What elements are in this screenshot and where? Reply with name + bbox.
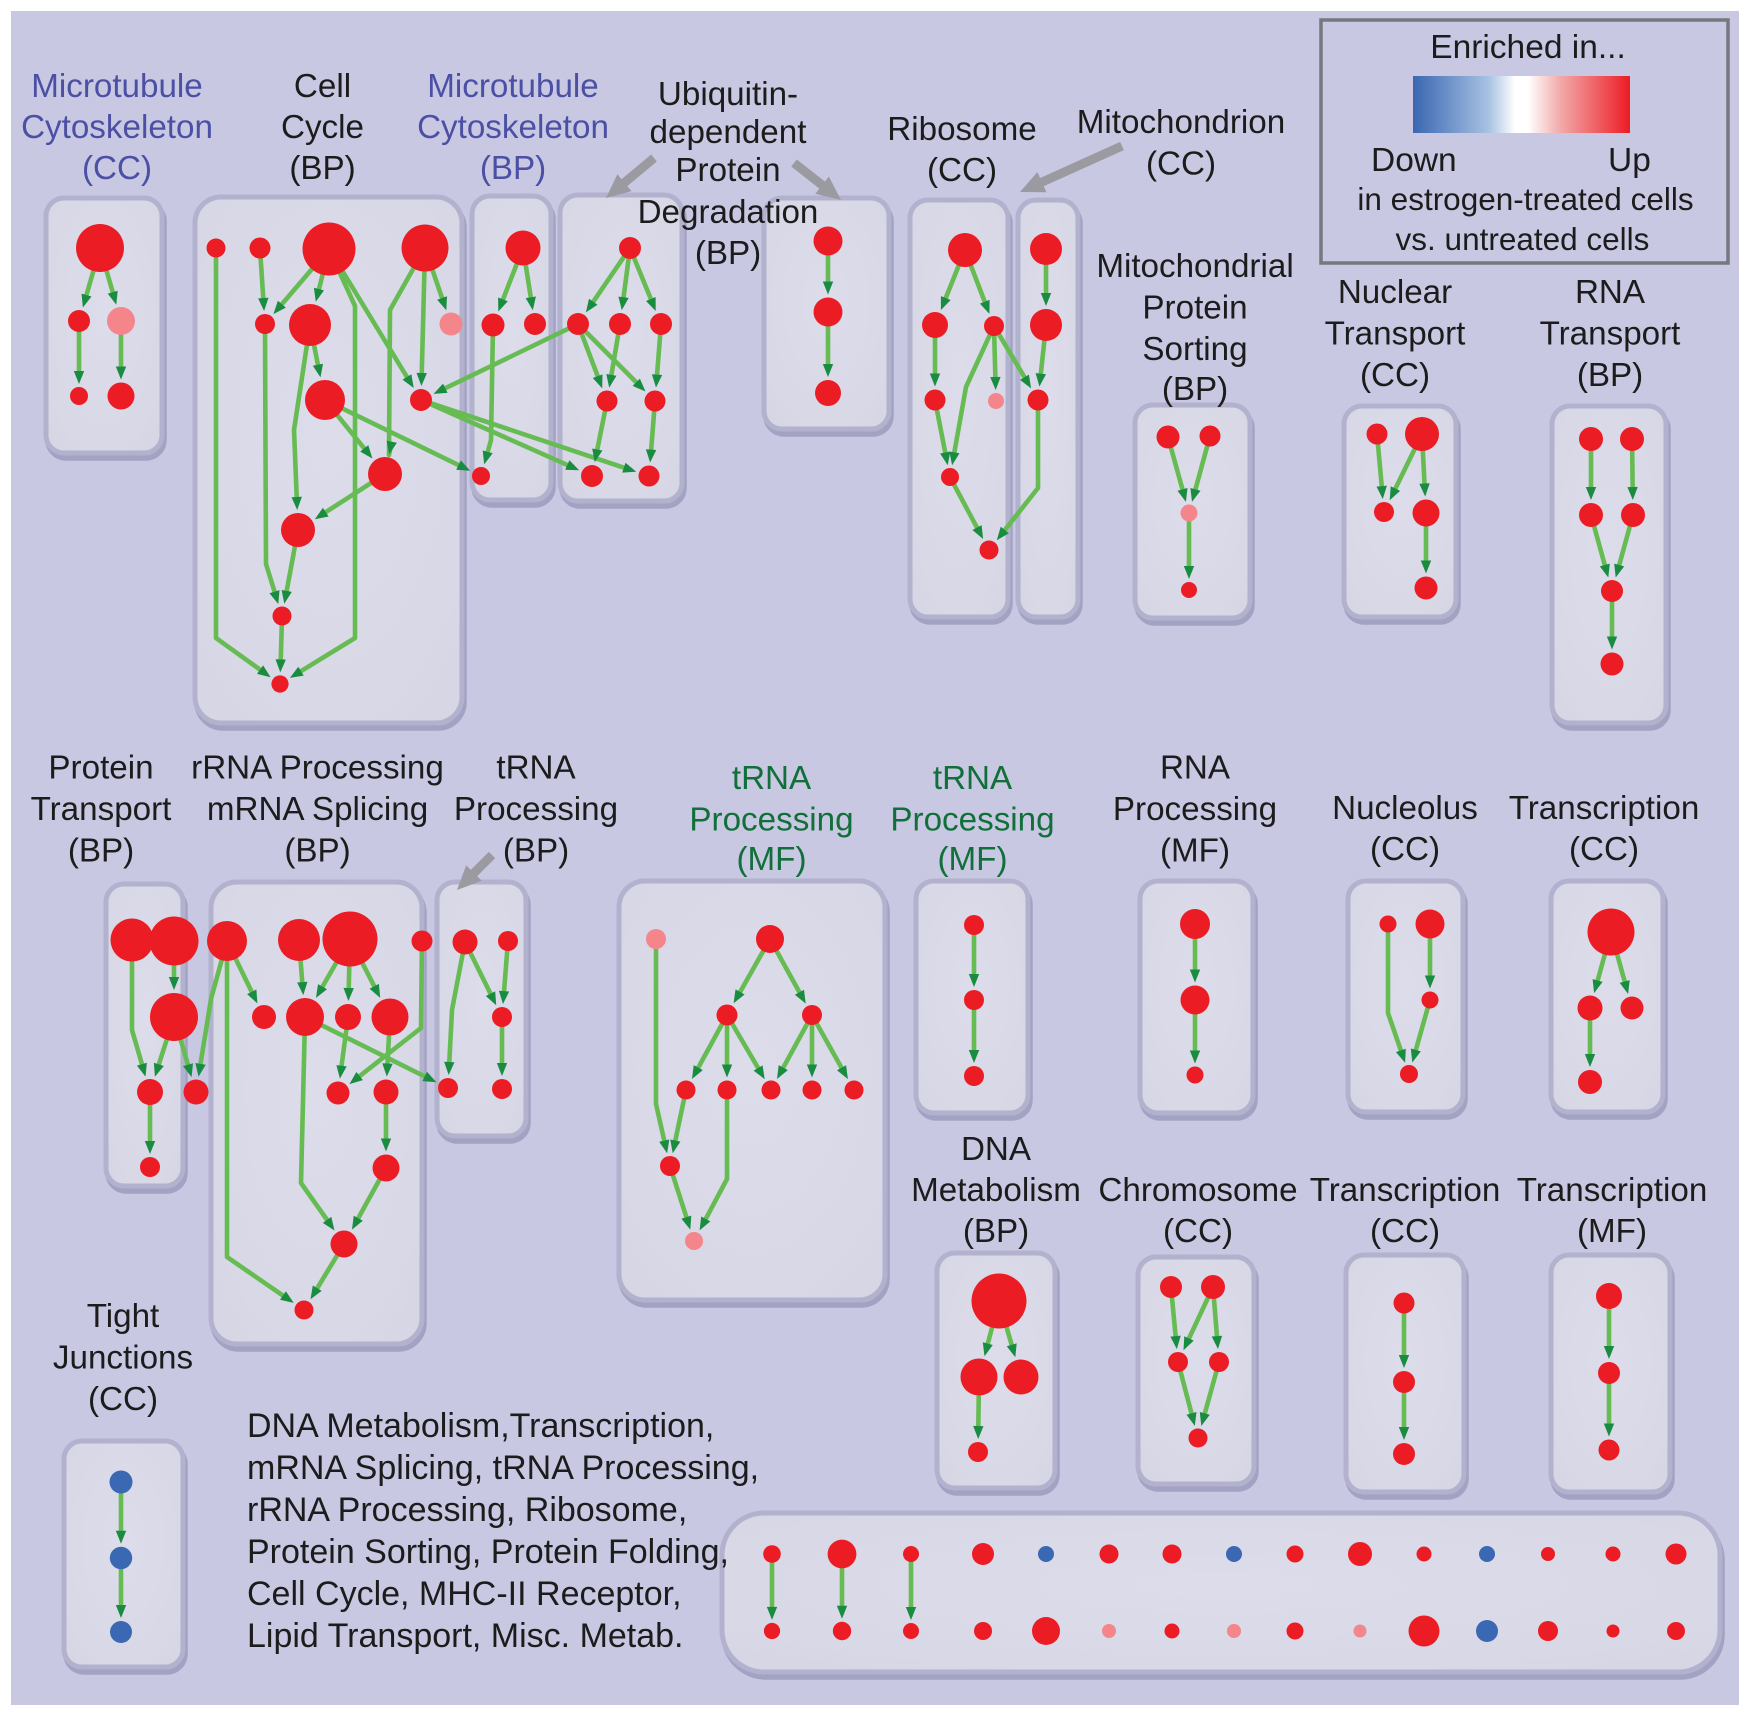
svg-text:(MF): (MF)	[1160, 833, 1230, 870]
svg-text:Nucleolus: Nucleolus	[1332, 790, 1478, 827]
svg-text:Microtubule: Microtubule	[427, 68, 599, 105]
svg-text:Transcription: Transcription	[1509, 790, 1700, 827]
svg-text:(BP): (BP)	[284, 833, 350, 870]
svg-text:Ubiquitin-: Ubiquitin-	[658, 76, 798, 113]
svg-text:(MF): (MF)	[937, 841, 1007, 878]
svg-text:Processing: Processing	[454, 791, 618, 828]
svg-text:Transcription: Transcription	[1517, 1172, 1708, 1209]
svg-text:DNA: DNA	[961, 1131, 1032, 1168]
svg-text:(CC): (CC)	[1569, 831, 1639, 868]
svg-text:Cycle: Cycle	[281, 109, 364, 146]
svg-text:rRNA Processing, Ribosome,: rRNA Processing, Ribosome,	[247, 1491, 687, 1529]
svg-text:Cell: Cell	[294, 68, 351, 105]
svg-text:(BP): (BP)	[695, 235, 761, 272]
svg-text:Chromosome: Chromosome	[1098, 1172, 1297, 1209]
svg-text:Metabolism: Metabolism	[911, 1172, 1081, 1209]
svg-text:Cytoskeleton: Cytoskeleton	[417, 109, 609, 146]
svg-text:(BP): (BP)	[963, 1213, 1029, 1250]
svg-text:DNA Metabolism,Transcription,: DNA Metabolism,Transcription,	[247, 1407, 714, 1445]
svg-text:Lipid Transport, Misc. Metab.: Lipid Transport, Misc. Metab.	[247, 1617, 684, 1655]
svg-text:Transcription: Transcription	[1310, 1172, 1501, 1209]
svg-text:Down: Down	[1371, 142, 1457, 179]
svg-text:Mitochondrial: Mitochondrial	[1096, 248, 1293, 285]
svg-text:Transport: Transport	[1540, 316, 1681, 353]
svg-text:(MF): (MF)	[736, 841, 806, 878]
svg-text:vs. untreated cells: vs. untreated cells	[1396, 221, 1650, 257]
svg-text:Protein: Protein	[1142, 290, 1247, 327]
svg-text:(CC): (CC)	[1163, 1213, 1233, 1250]
svg-text:(MF): (MF)	[1577, 1213, 1647, 1250]
svg-text:mRNA Splicing: mRNA Splicing	[207, 791, 428, 828]
svg-text:RNA: RNA	[1160, 750, 1231, 787]
svg-text:in estrogen-treated cells: in estrogen-treated cells	[1357, 181, 1693, 217]
svg-text:Sorting: Sorting	[1142, 331, 1247, 368]
svg-text:(CC): (CC)	[82, 150, 152, 187]
svg-text:Cytoskeleton: Cytoskeleton	[21, 109, 213, 146]
svg-text:dependent: dependent	[650, 114, 807, 151]
svg-text:Protein: Protein	[675, 152, 780, 189]
svg-text:Ribosome: Ribosome	[887, 111, 1036, 148]
svg-text:RNA: RNA	[1575, 274, 1646, 311]
svg-text:Junctions: Junctions	[53, 1340, 193, 1377]
svg-text:(BP): (BP)	[1162, 371, 1228, 408]
svg-text:(CC): (CC)	[1370, 831, 1440, 868]
svg-text:Cell Cycle, MHC-II Receptor,: Cell Cycle, MHC-II Receptor,	[247, 1575, 682, 1613]
svg-text:Enriched in...: Enriched in...	[1430, 29, 1626, 66]
svg-text:(BP): (BP)	[289, 150, 355, 187]
svg-text:Degradation: Degradation	[638, 194, 819, 231]
svg-text:(CC): (CC)	[1146, 146, 1216, 183]
svg-text:(BP): (BP)	[503, 833, 569, 870]
svg-text:Up: Up	[1608, 142, 1651, 179]
svg-text:Processing: Processing	[689, 802, 853, 839]
svg-text:(CC): (CC)	[88, 1381, 158, 1418]
svg-text:rRNA Processing: rRNA Processing	[191, 750, 444, 787]
svg-text:Transport: Transport	[31, 791, 172, 828]
svg-text:(CC): (CC)	[1360, 357, 1430, 394]
svg-text:(CC): (CC)	[927, 152, 997, 189]
svg-text:Nuclear: Nuclear	[1338, 274, 1452, 311]
svg-text:(BP): (BP)	[480, 150, 546, 187]
svg-text:tRNA: tRNA	[496, 750, 576, 787]
svg-text:Processing: Processing	[1113, 791, 1277, 828]
svg-text:Processing: Processing	[890, 802, 1054, 839]
svg-text:Mitochondrion: Mitochondrion	[1077, 104, 1285, 141]
svg-text:Microtubule: Microtubule	[31, 68, 203, 105]
svg-text:mRNA Splicing, tRNA Processing: mRNA Splicing, tRNA Processing,	[247, 1449, 759, 1487]
svg-text:Transport: Transport	[1325, 316, 1466, 353]
svg-text:Tight: Tight	[87, 1298, 160, 1335]
svg-text:(BP): (BP)	[68, 833, 134, 870]
svg-text:tRNA: tRNA	[933, 760, 1013, 797]
svg-text:Protein: Protein	[48, 750, 153, 787]
svg-text:Protein Sorting, Protein Foldi: Protein Sorting, Protein Folding,	[247, 1533, 729, 1571]
svg-text:tRNA: tRNA	[732, 760, 812, 797]
svg-text:(CC): (CC)	[1370, 1213, 1440, 1250]
svg-text:(BP): (BP)	[1577, 357, 1643, 394]
